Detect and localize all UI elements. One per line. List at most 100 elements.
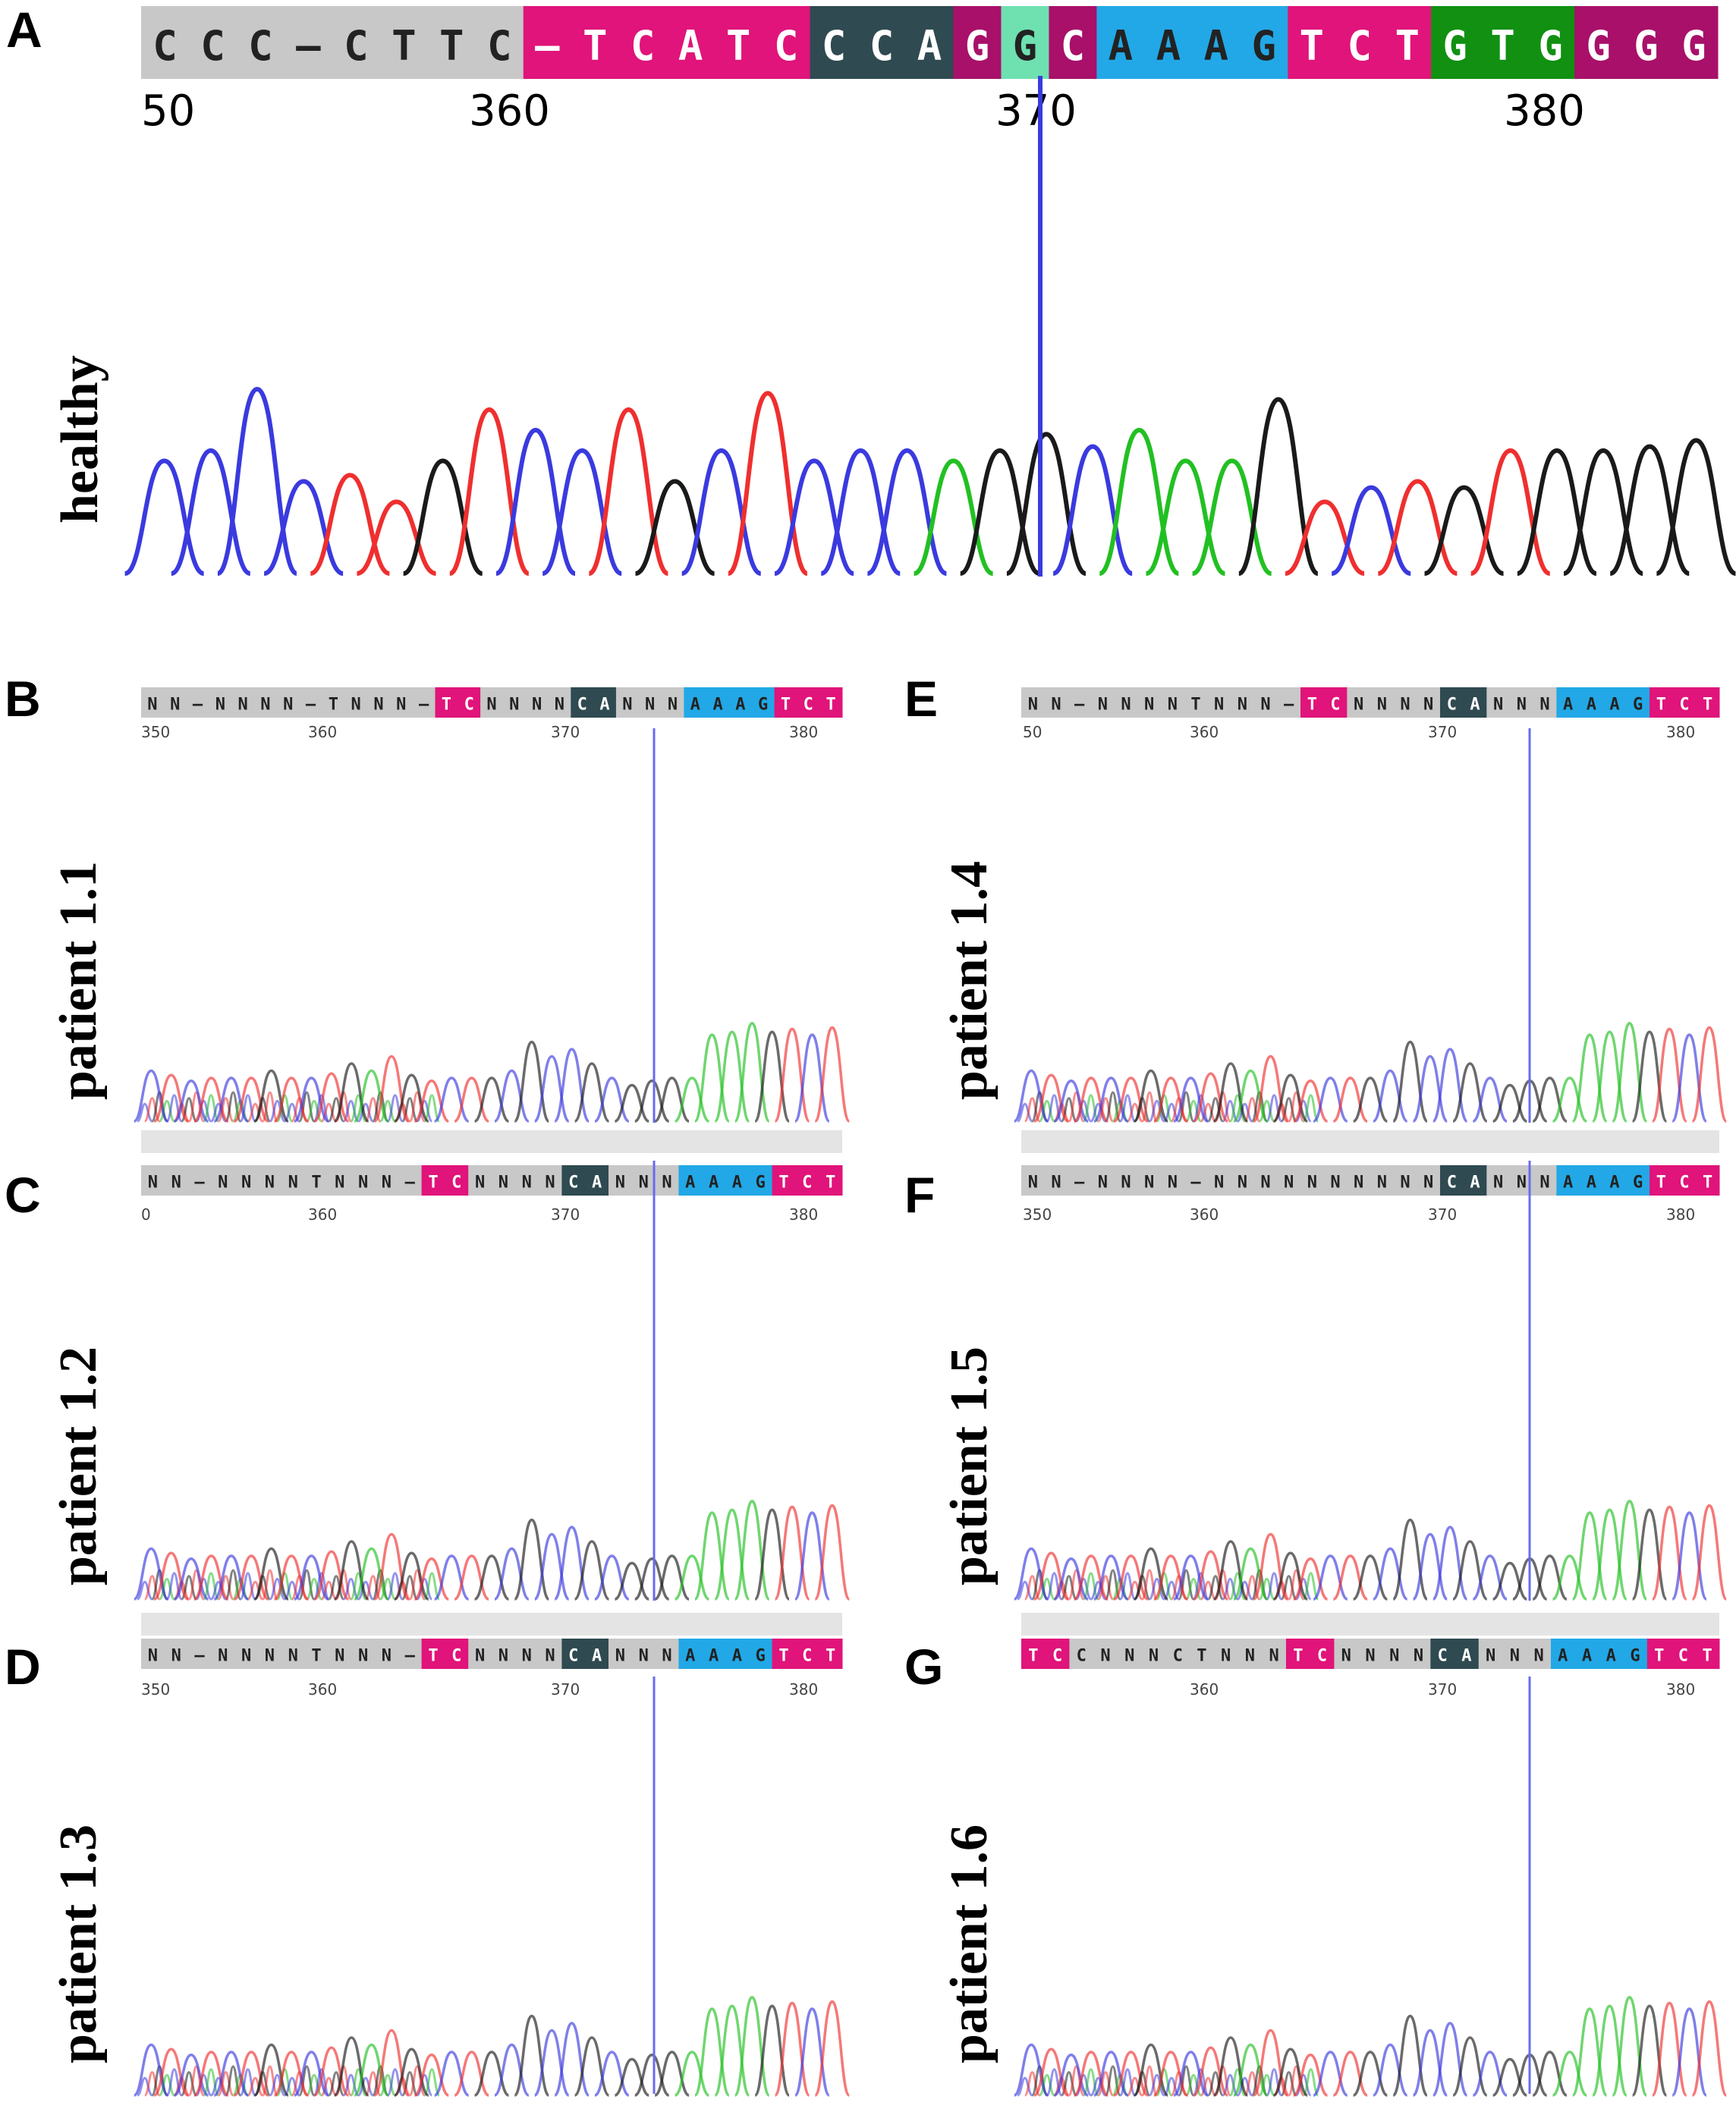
panel-letter-g: G bbox=[904, 1639, 943, 1695]
traceB-peak bbox=[654, 1076, 690, 1123]
base-cell bbox=[492, 1165, 516, 1196]
base-cell bbox=[1550, 1639, 1576, 1669]
traceB-noise bbox=[327, 1097, 345, 1123]
base-cell bbox=[1670, 6, 1719, 79]
base-letter: A bbox=[1204, 22, 1229, 70]
base-letter: C bbox=[568, 1647, 578, 1666]
base-cell bbox=[141, 687, 165, 718]
traceG-peak bbox=[1292, 2054, 1329, 2097]
base-letter: G bbox=[1013, 22, 1038, 70]
base-letter: N bbox=[283, 696, 293, 715]
traceB-noise bbox=[423, 1094, 441, 1123]
traceC-peak bbox=[513, 1518, 550, 1601]
base-letter: T bbox=[781, 696, 791, 715]
base-cell bbox=[1288, 6, 1336, 79]
base-letter: N bbox=[1028, 696, 1038, 715]
base-cell bbox=[1137, 1165, 1162, 1196]
base-letter: T bbox=[1703, 1174, 1712, 1193]
traceD-peak bbox=[333, 2036, 370, 2097]
traceF-peak bbox=[1093, 1554, 1129, 1601]
traceE-peak bbox=[1272, 1073, 1309, 1123]
base-letter: A bbox=[1461, 1647, 1471, 1666]
sequence-bar-a: C C C – C T T C – T C A T C C C A G G C A A A G T C T G T G G G G bbox=[141, 6, 1719, 79]
base-letter: N bbox=[288, 1647, 298, 1666]
tick-label: 50 bbox=[1023, 723, 1042, 741]
traceD-peak bbox=[773, 2001, 811, 2097]
traceB-noise bbox=[313, 1094, 330, 1123]
base-letter: T bbox=[826, 1174, 835, 1193]
traceF-peak bbox=[1212, 1540, 1249, 1601]
traceC-peak bbox=[794, 1511, 831, 1601]
base-letter: T bbox=[311, 1647, 321, 1666]
traceE-peak bbox=[1093, 1076, 1129, 1123]
traceD-peak bbox=[654, 2051, 690, 2097]
tick-label: 360 bbox=[308, 1680, 337, 1699]
base-letter: N bbox=[1377, 696, 1387, 715]
traceD-peak bbox=[674, 2051, 710, 2097]
base-letter: T bbox=[726, 22, 751, 70]
traceE-peak bbox=[1611, 1022, 1648, 1123]
base-letter: A bbox=[709, 1174, 719, 1193]
base-letter: N bbox=[241, 1174, 251, 1193]
base-cell bbox=[1347, 1165, 1371, 1196]
base-cell bbox=[1190, 1639, 1215, 1669]
traceG-noise bbox=[1237, 2076, 1253, 2097]
base-cell bbox=[398, 1639, 423, 1669]
traceD-noise bbox=[217, 2071, 234, 2097]
base-letter: N bbox=[358, 1647, 368, 1666]
base-letter: C bbox=[487, 22, 512, 70]
base-letter: C bbox=[1678, 1647, 1688, 1666]
trace-a-peak bbox=[773, 458, 855, 576]
chromatogram-a bbox=[124, 386, 1736, 576]
traceG-peak bbox=[1690, 2000, 1728, 2097]
base-letter: A bbox=[1587, 1174, 1596, 1193]
base-cell bbox=[593, 687, 617, 718]
traceD-peak bbox=[594, 2051, 630, 2097]
traceE-noise bbox=[1192, 1094, 1209, 1123]
traceE-peak bbox=[1412, 1054, 1448, 1123]
traceG-noise bbox=[1096, 2071, 1115, 2097]
base-cell bbox=[304, 1639, 329, 1669]
base-cell bbox=[328, 1639, 352, 1669]
base-cell bbox=[1001, 6, 1049, 79]
traceD-noise bbox=[137, 2076, 153, 2097]
trace-a-peak bbox=[1562, 448, 1644, 576]
base-letter: N bbox=[1486, 1647, 1495, 1666]
traceE-peak bbox=[1690, 1026, 1728, 1123]
traceE-peak bbox=[1472, 1076, 1508, 1123]
base-letter: N bbox=[171, 1174, 181, 1193]
traceB-peak bbox=[333, 1062, 370, 1123]
side-label-patient-1-6: patient 1.6 bbox=[940, 1824, 999, 2063]
base-letter: C bbox=[822, 22, 847, 70]
traceB-noise bbox=[269, 1099, 286, 1123]
base-letter: C bbox=[1679, 696, 1689, 715]
base-cell bbox=[389, 687, 414, 718]
trace-a-peak bbox=[1609, 444, 1690, 576]
base-letter: A bbox=[1606, 1647, 1616, 1666]
trace-a-peak bbox=[448, 407, 530, 576]
base-letter: N bbox=[1400, 696, 1410, 715]
traceG-peak bbox=[1432, 2022, 1469, 2097]
base-cell bbox=[258, 1165, 282, 1196]
base-letter: A bbox=[1470, 1174, 1480, 1193]
base-letter: T bbox=[1703, 696, 1712, 715]
traceG-peak bbox=[1093, 2051, 1129, 2097]
base-cell bbox=[236, 6, 285, 79]
base-letter: C bbox=[774, 22, 799, 70]
base-cell bbox=[631, 1165, 656, 1196]
base-letter: G bbox=[1633, 1174, 1643, 1193]
tick-label: 360 bbox=[308, 723, 337, 741]
base-letter: C bbox=[344, 22, 369, 70]
base-cell bbox=[412, 687, 436, 718]
traceC-noise bbox=[357, 1580, 374, 1601]
base-letter: A bbox=[1563, 1174, 1573, 1193]
tick-label: 380 bbox=[1666, 1680, 1695, 1699]
traceG-peak bbox=[1173, 2051, 1209, 2097]
base-letter: T bbox=[1654, 1647, 1664, 1666]
traceC-peak bbox=[253, 1547, 289, 1601]
base-cell bbox=[1068, 687, 1092, 718]
panel-letter-b: B bbox=[5, 671, 41, 727]
base-cell bbox=[725, 1165, 750, 1196]
chromatogram-g bbox=[1013, 1996, 1728, 2097]
base-cell bbox=[231, 687, 255, 718]
